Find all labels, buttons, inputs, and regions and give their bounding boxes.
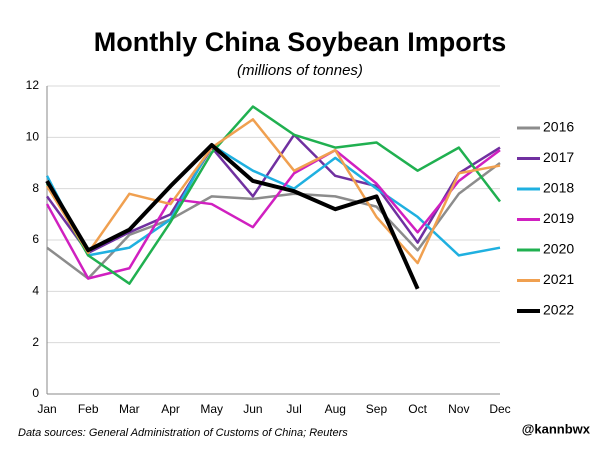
x-tick-label: Jan <box>37 402 56 416</box>
chart-title: Monthly China Soybean Imports <box>94 27 507 57</box>
y-tick-label: 8 <box>32 181 39 195</box>
x-tick-label: Nov <box>448 402 469 416</box>
x-tick-label: Apr <box>161 402 180 416</box>
x-tick-label: Sep <box>366 402 388 416</box>
credit: @kannbwx <box>522 421 591 436</box>
y-tick-label: 10 <box>26 130 40 144</box>
legend-label: 2020 <box>543 241 574 257</box>
series-line <box>45 133 501 255</box>
y-tick-label: 2 <box>32 335 39 349</box>
x-tick-label: Mar <box>119 402 140 416</box>
legend-label: 2017 <box>543 149 574 165</box>
series-line <box>45 148 501 280</box>
x-tick-label: Aug <box>325 402 346 416</box>
y-tick-label: 6 <box>32 232 39 246</box>
series-line <box>45 143 420 290</box>
y-tick-label: 0 <box>32 386 39 400</box>
source-note: Data sources: General Administration of … <box>18 427 348 439</box>
x-tick-label: May <box>200 402 223 416</box>
legend-label: 2019 <box>543 210 574 226</box>
x-tick-label: Dec <box>489 402 510 416</box>
series-line <box>46 161 501 280</box>
x-tick-label: Jun <box>243 402 262 416</box>
legend-label: 2022 <box>543 302 574 318</box>
series-line <box>45 118 501 265</box>
legend-label: 2018 <box>543 180 574 196</box>
legend-label: 2016 <box>543 119 574 135</box>
legend-label: 2021 <box>543 271 574 287</box>
series-line <box>45 105 501 285</box>
chart-subtitle: (millions of tonnes) <box>237 62 363 79</box>
y-tick-label: 4 <box>32 284 39 298</box>
x-tick-label: Oct <box>408 402 427 416</box>
x-tick-label: Feb <box>78 402 99 416</box>
y-tick-label: 12 <box>26 78 40 92</box>
x-tick-label: Jul <box>286 402 301 416</box>
